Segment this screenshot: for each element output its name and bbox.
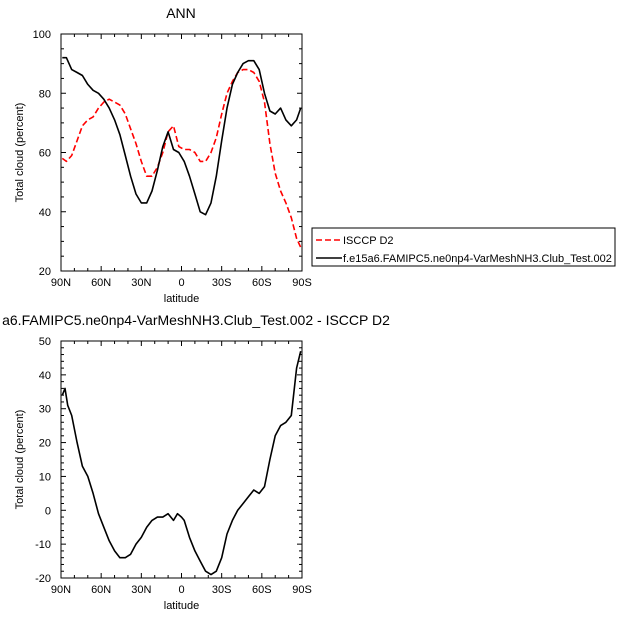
y-tick-label: 60 [39, 148, 51, 160]
x-tick-label: 60S [252, 584, 272, 596]
y-tick-label: -10 [35, 539, 51, 551]
plot-frame [60, 340, 303, 579]
y-tick-label: 40 [39, 370, 51, 382]
x-tick-label: 0 [178, 277, 184, 289]
series-line-2 [62, 56, 302, 216]
x-tick-label: 0 [178, 584, 184, 596]
chart-title: a6.FAMIPC5.ne0np4-VarMeshNH3.Club_Test.0… [2, 312, 390, 328]
chart-panel-1: ANN 90N 60N 30N 0 30S 60S 90S 20 40 60 80 100 latitud… [14, 5, 312, 305]
x-tick-label: 90S [292, 584, 312, 596]
y-tick-label: 10 [39, 471, 51, 483]
x-axis-label: latitude [164, 293, 199, 305]
y-tick-label: 50 [39, 336, 51, 348]
legend-box [311, 227, 616, 267]
x-tick-label: 90N [51, 277, 71, 289]
x-tick-label: 90N [51, 584, 71, 596]
legend-label-1: ISCCP D2 [343, 235, 394, 247]
y-tick-label: 30 [39, 404, 51, 416]
y-tick-label: 40 [39, 207, 51, 219]
y-axis-label: Total cloud (percent) [14, 410, 26, 510]
chart-panel-2: a6.FAMIPC5.ne0np4-VarMeshNH3.Club_Test.0… [2, 312, 390, 612]
legend-label-2: f.e15a6.FAMIPC5.ne0np4-VarMeshNH3.Club_T… [343, 253, 612, 265]
y-tick-label: 20 [39, 438, 51, 450]
y-tick-label: 80 [39, 88, 51, 100]
legend: ISCCP D2 f.e15a6.FAMIPC5.ne0np4-VarMeshNH… [311, 227, 616, 267]
chart-title: ANN [166, 5, 196, 21]
plot-frame [60, 33, 303, 272]
series-line-1 [61, 351, 302, 576]
y-tick-label: 0 [45, 505, 51, 517]
x-tick-label: 60S [252, 277, 272, 289]
x-tick-label: 90S [292, 277, 312, 289]
x-tick-label: 30N [131, 277, 151, 289]
x-axis-label: latitude [164, 600, 199, 612]
x-tick-label: 60N [91, 584, 111, 596]
x-tick-label: 30N [131, 584, 151, 596]
x-tick-label: 60N [91, 277, 111, 289]
series-line-1 [61, 68, 302, 248]
y-tick-label: -20 [35, 573, 51, 585]
y-tick-label: 20 [39, 266, 51, 278]
x-tick-label: 30S [212, 584, 232, 596]
y-axis-label: Total cloud (percent) [14, 103, 26, 203]
x-tick-label: 30S [212, 277, 232, 289]
y-tick-label: 100 [33, 29, 51, 41]
